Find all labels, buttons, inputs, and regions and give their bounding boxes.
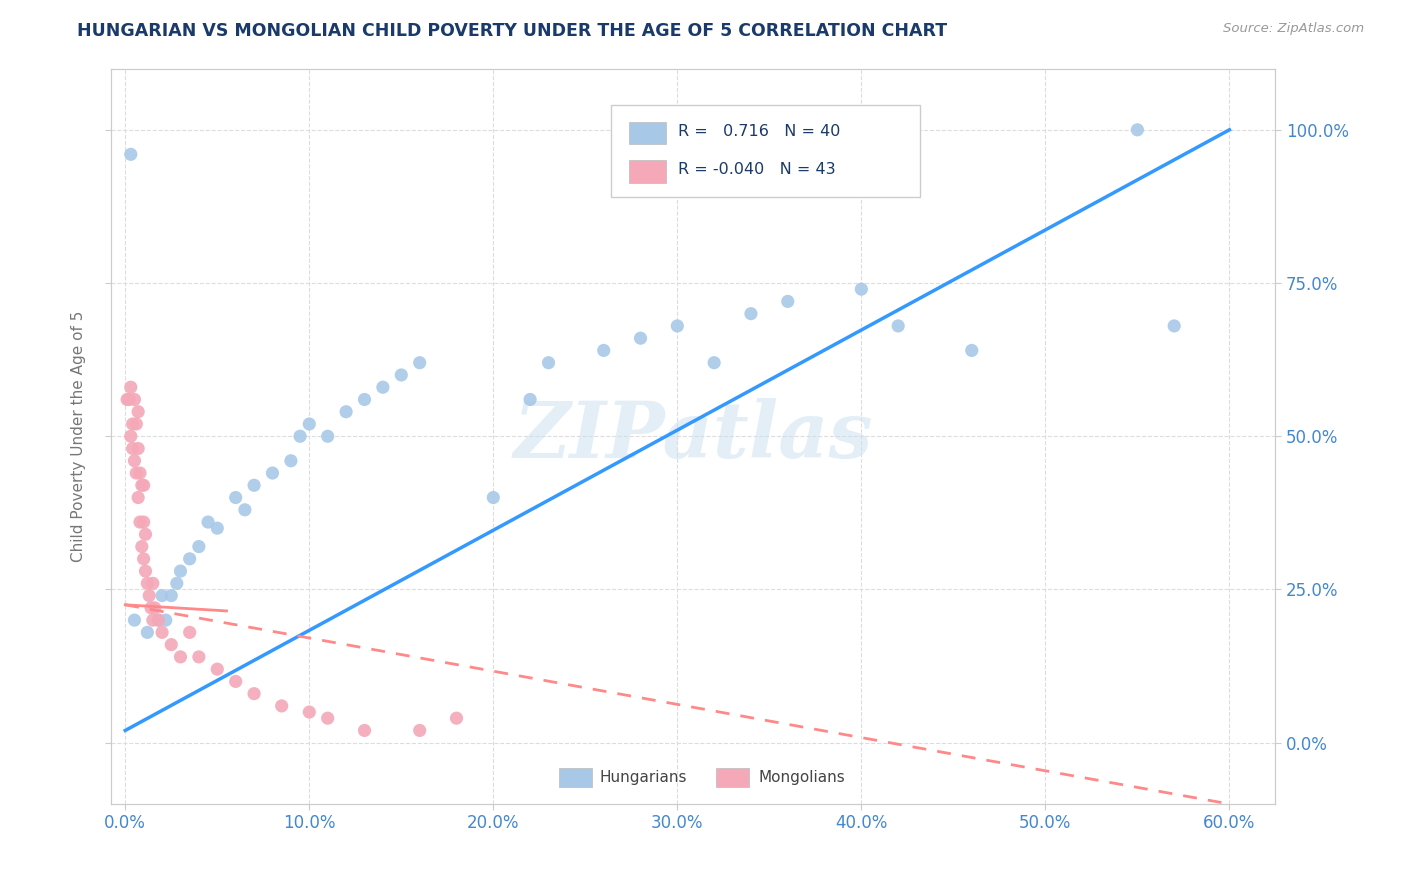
Point [316,711,339,725]
Point [132,515,155,529]
Point [207,662,229,676]
Point [207,521,229,535]
FancyBboxPatch shape [560,768,592,787]
Point [148,613,170,627]
Point [124,454,146,468]
Point [233,503,256,517]
Text: R = -0.040   N = 43: R = -0.040 N = 43 [678,161,835,177]
Point [703,356,725,370]
Point [409,356,432,370]
Point [1163,318,1185,333]
Point [225,674,247,689]
Point [169,564,191,578]
Point [129,466,152,480]
Point [592,343,614,358]
Point [776,294,799,309]
Point [132,478,155,492]
Point [270,698,292,713]
Text: R =   0.716   N = 40: R = 0.716 N = 40 [678,123,841,138]
Point [288,429,311,443]
Point [134,527,156,541]
FancyBboxPatch shape [612,105,920,197]
Y-axis label: Child Poverty Under the Age of 5: Child Poverty Under the Age of 5 [72,310,86,562]
Point [169,649,191,664]
Point [134,564,156,578]
Text: HUNGARIAN VS MONGOLIAN CHILD POVERTY UNDER THE AGE OF 5 CORRELATION CHART: HUNGARIAN VS MONGOLIAN CHILD POVERTY UND… [77,22,948,40]
Point [740,307,762,321]
Text: Hungarians: Hungarians [600,770,688,785]
Text: ZIPatlas: ZIPatlas [513,398,873,475]
Text: Source: ZipAtlas.com: Source: ZipAtlas.com [1223,22,1364,36]
Point [353,723,375,738]
Point [887,318,910,333]
Point [142,576,165,591]
Point [136,625,159,640]
Point [155,613,177,627]
Point [139,600,162,615]
Point [298,705,321,719]
Point [243,478,266,492]
Point [121,417,143,431]
Point [120,147,142,161]
Point [389,368,412,382]
Point [148,613,170,627]
Point [197,515,219,529]
Point [630,331,652,345]
FancyBboxPatch shape [628,161,666,183]
Point [187,540,209,554]
Point [280,454,302,468]
Point [118,392,141,407]
Point [150,589,173,603]
Point [127,491,149,505]
FancyBboxPatch shape [716,768,749,787]
Point [298,417,321,431]
Point [138,589,160,603]
Point [142,613,165,627]
Text: Mongolians: Mongolians [758,770,845,785]
Point [179,551,201,566]
Point [132,551,155,566]
Point [120,429,142,443]
Point [124,613,146,627]
Point [131,478,153,492]
Point [125,466,148,480]
Point [129,515,152,529]
Point [120,380,142,394]
Point [262,466,284,480]
Point [851,282,873,296]
Point [519,392,541,407]
Point [160,589,183,603]
Point [243,687,266,701]
Point [127,405,149,419]
Point [150,625,173,640]
Point [179,625,201,640]
Point [409,723,432,738]
Point [316,429,339,443]
Point [131,540,153,554]
Point [125,417,148,431]
Point [537,356,560,370]
Point [371,380,394,394]
Point [225,491,247,505]
Point [960,343,983,358]
Point [121,442,143,456]
Point [143,600,166,615]
FancyBboxPatch shape [628,122,666,145]
Point [666,318,689,333]
Point [136,576,159,591]
Point [1126,123,1149,137]
Point [335,405,357,419]
Point [446,711,468,725]
Point [187,649,209,664]
Point [353,392,375,407]
Point [166,576,188,591]
Point [115,392,138,407]
Point [124,392,146,407]
Point [160,638,183,652]
Point [482,491,505,505]
Point [127,442,149,456]
